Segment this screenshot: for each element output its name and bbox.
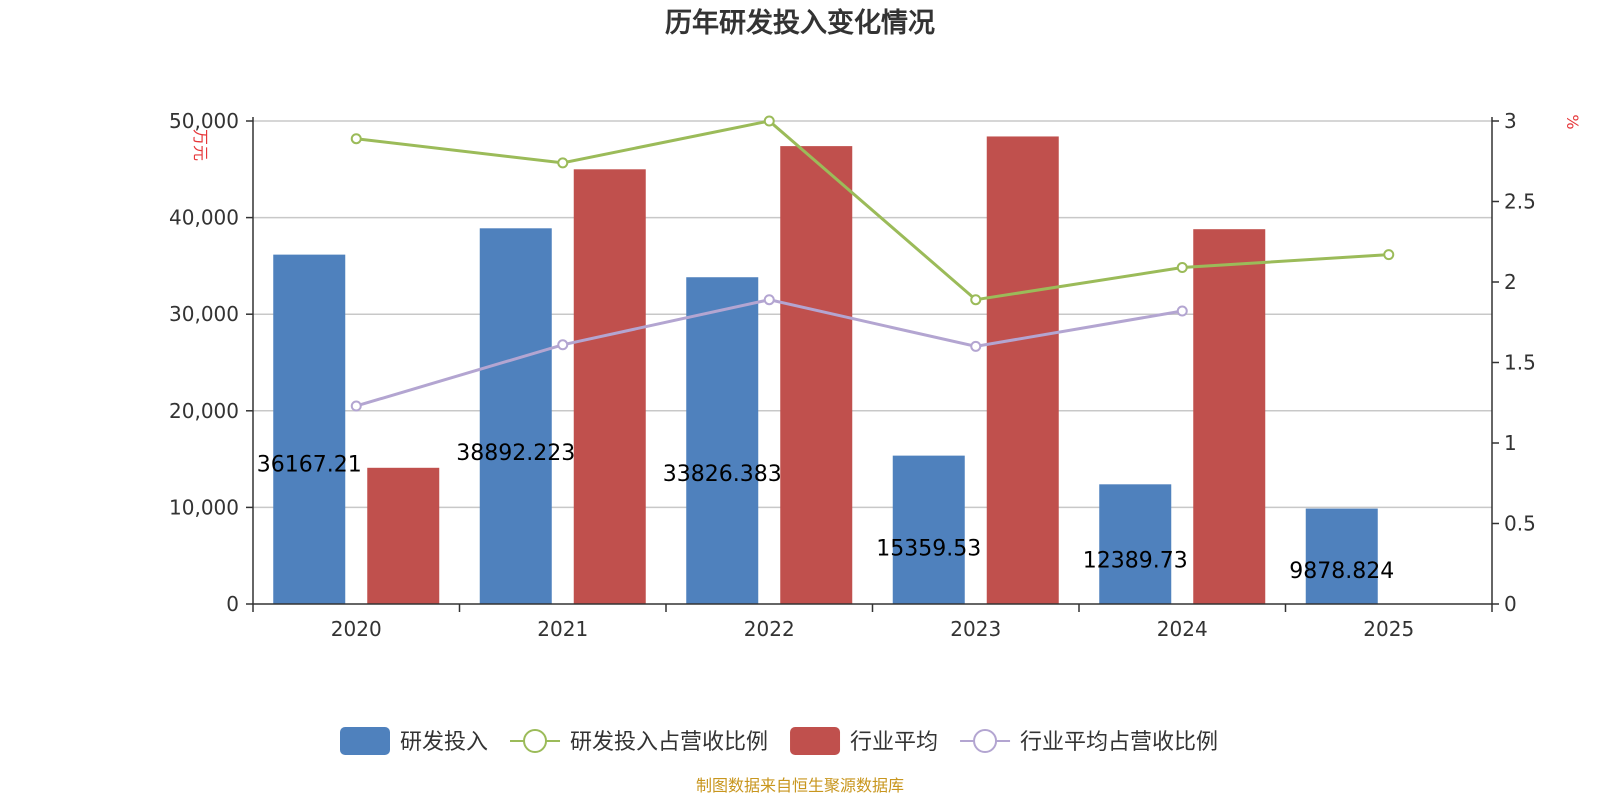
bar-industry-average	[986, 136, 1059, 604]
bar-industry-average	[780, 146, 853, 604]
right-axis-tick-label: 2.5	[1504, 190, 1536, 214]
line-point	[557, 157, 569, 169]
line-point	[1176, 305, 1188, 317]
line-point	[970, 294, 982, 306]
left-axis-tick-label: 10,000	[169, 495, 239, 519]
data-source-note: 制图数据来自恒生聚源数据库	[696, 776, 904, 795]
right-axis-tick-label: 1.5	[1504, 351, 1536, 375]
bar-rd-investment	[892, 455, 965, 604]
chart-title: 历年研发投入变化情况	[665, 7, 935, 39]
bar-data-label: 15359.53	[876, 537, 981, 562]
line-point	[557, 339, 569, 351]
x-axis-tick-label: 2023	[950, 617, 1001, 641]
x-axis-tick-label: 2024	[1157, 617, 1208, 641]
left-axis-unit: 万元	[191, 129, 210, 161]
right-axis-tick-label: 0	[1504, 592, 1517, 616]
legend-swatch-bar	[340, 727, 390, 755]
line-point	[763, 294, 775, 306]
line-point	[970, 340, 982, 352]
right-axis-tick-label: 3	[1504, 109, 1517, 133]
bar-rd-investment	[1305, 508, 1378, 604]
x-axis-tick-label: 2025	[1363, 617, 1414, 641]
lines	[350, 115, 1395, 412]
left-axis-tick-label: 0	[226, 592, 239, 616]
bar-data-label: 33826.383	[663, 462, 782, 487]
left-axis-tick-label: 20,000	[169, 399, 239, 423]
bar-rd-investment	[686, 277, 759, 604]
legend-swatch-marker	[523, 729, 548, 753]
bar-industry-average	[573, 169, 646, 605]
legend-swatch-marker	[973, 729, 998, 753]
grid-lines	[253, 120, 1492, 509]
legend-label: 研发投入占营收比例	[570, 730, 768, 755]
line-point	[1383, 249, 1395, 261]
x-axis-tick-label: 2022	[744, 617, 795, 641]
bar-data-label: 38892.223	[456, 441, 575, 466]
bar-rd-investment	[273, 254, 346, 604]
line-point	[350, 133, 362, 145]
right-axis-tick-label: 1	[1504, 431, 1517, 455]
data-labels: 36167.21 38892.223 33826.383 15359.53 12389.…	[257, 441, 1394, 584]
bar-data-label: 12389.73	[1083, 549, 1188, 574]
line-point	[1176, 262, 1188, 274]
bar-data-label: 36167.21	[257, 452, 362, 477]
bars	[273, 136, 1378, 605]
legend-swatch-bar	[790, 727, 841, 755]
line-series-1	[356, 119, 1389, 302]
bar-industry-average	[367, 467, 440, 604]
axes: 0 10,000 20,000 30,000 40,000 50,000 0 0.5 1 1.5 2…	[169, 109, 1536, 641]
left-axis-tick-label: 40,000	[169, 206, 239, 230]
bar-rd-investment	[1099, 484, 1172, 604]
legend: 研发投入 研发投入占营收比例 行业平均 行业平均占营收比例	[340, 727, 1218, 755]
bar-rd-investment	[479, 228, 552, 604]
left-axis-tick-label: 30,000	[169, 302, 239, 326]
legend-label: 研发投入	[400, 730, 488, 755]
left-axis-tick-label: 50,000	[169, 109, 239, 133]
legend-label: 行业平均占营收比例	[1020, 730, 1218, 755]
bar-data-label: 9878.824	[1289, 559, 1394, 584]
x-axis-tick-label: 2021	[537, 617, 588, 641]
bar-industry-average	[1193, 229, 1266, 604]
line-point	[350, 400, 362, 412]
x-axis-tick-label: 2020	[331, 617, 382, 641]
right-axis-tick-label: 2	[1504, 270, 1517, 294]
line-point	[763, 115, 775, 127]
legend-label: 行业平均	[850, 730, 938, 755]
right-axis-tick-label: 0.5	[1504, 512, 1536, 536]
right-axis-unit: %	[1563, 114, 1582, 129]
